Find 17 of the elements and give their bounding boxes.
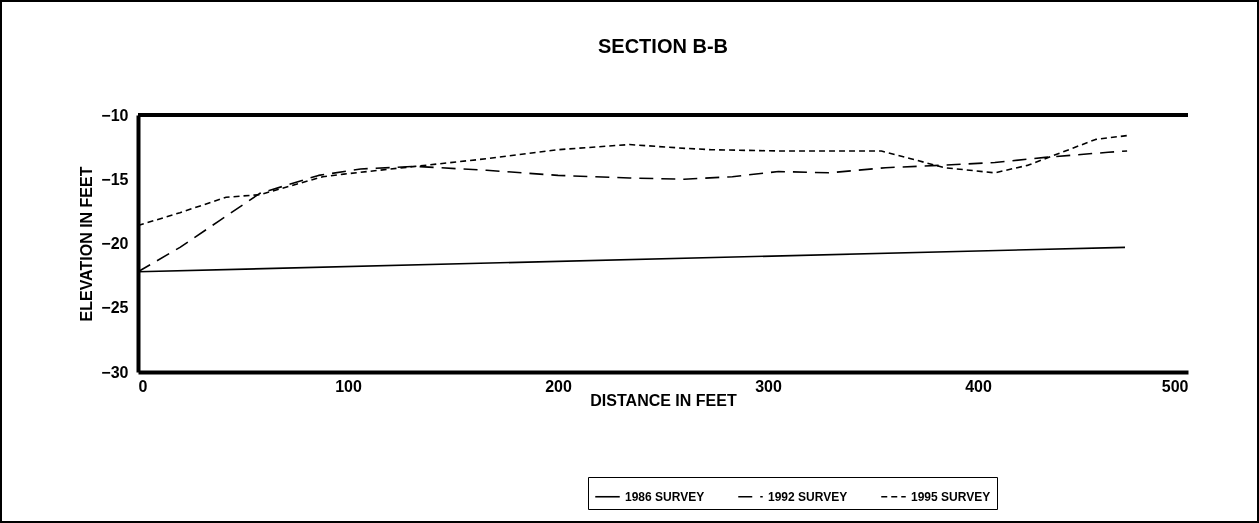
x-tick-label: 100 (335, 377, 362, 395)
x-tick-label: 0 (138, 377, 148, 395)
y-tick-label: −30 (101, 363, 129, 381)
y-tick-label: −20 (101, 235, 129, 252)
x-tick-label: 400 (965, 377, 992, 395)
legend-label: 1995 SURVEY (911, 489, 991, 504)
x-axis-title: DISTANCE IN FEET (590, 391, 737, 409)
y-tick-label: −10 (101, 106, 129, 124)
x-tick-label: 200 (545, 377, 572, 395)
y-tick-label: −25 (101, 299, 129, 317)
y-axis-title: ELEVATION IN FEET (78, 166, 96, 322)
legend-label: 1986 SURVEY (625, 489, 705, 504)
y-tick-label: −15 (101, 170, 129, 188)
legend-label: 1992 SURVEY (768, 489, 848, 504)
x-tick-label: 500 (1161, 377, 1189, 395)
chart-title: SECTION B-B (598, 35, 728, 57)
x-tick-label: 300 (755, 377, 782, 395)
